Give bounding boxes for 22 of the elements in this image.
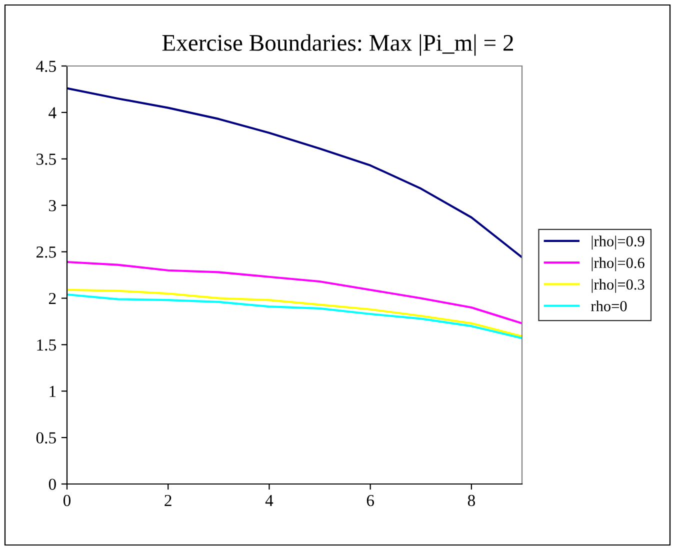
y-tick-label: 2 [48,292,56,304]
x-tick-label: 8 [468,494,475,506]
y-tick-label: 2.5 [36,246,56,258]
y-tick-label: 4 [48,107,56,118]
x-tick-label: 0 [63,494,71,506]
y-tick-label: 0.5 [36,432,56,444]
legend-label: |rho|=0.9 [592,236,644,250]
line-series [67,87,522,258]
y-tick-label: 0 [48,478,56,490]
legend-label: |rho|=0.3 [592,278,644,293]
y-tick-label: 3.5 [36,154,56,165]
x-tick-label: 6 [366,494,374,506]
x-tick-label: 4 [265,495,274,506]
y-tick-label: 4.5 [36,60,56,72]
legend-label: |rho|=0.6 [592,257,644,272]
x-tick-label: 2 [164,494,172,506]
y-tick-label: 1 [50,386,56,397]
chart-title: Exercise Boundaries: Max |Pi_m| = 2 [162,34,513,56]
line-series [67,260,522,324]
y-tick-label: 1.5 [37,339,56,351]
legend-label: rho=0 [590,300,627,312]
y-tick-label: 3 [49,200,56,212]
